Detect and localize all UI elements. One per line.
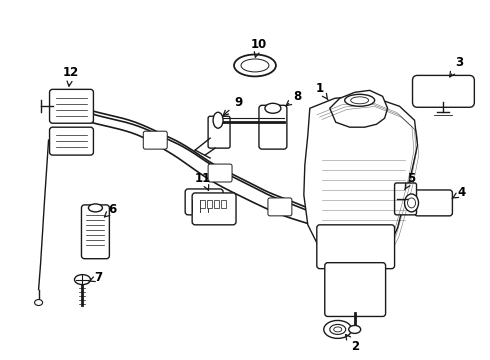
- Text: 7: 7: [89, 271, 102, 284]
- FancyBboxPatch shape: [143, 131, 167, 149]
- Ellipse shape: [334, 327, 342, 332]
- Text: 8: 8: [286, 90, 302, 106]
- FancyBboxPatch shape: [208, 116, 230, 148]
- FancyBboxPatch shape: [214, 200, 219, 208]
- Ellipse shape: [241, 59, 269, 72]
- Ellipse shape: [330, 324, 346, 334]
- Text: 3: 3: [450, 56, 464, 77]
- FancyBboxPatch shape: [49, 89, 94, 123]
- Polygon shape: [330, 90, 388, 127]
- FancyBboxPatch shape: [49, 127, 94, 155]
- Ellipse shape: [35, 300, 43, 306]
- Ellipse shape: [345, 94, 375, 106]
- FancyBboxPatch shape: [415, 190, 452, 216]
- Ellipse shape: [351, 97, 368, 104]
- Text: 6: 6: [104, 203, 117, 217]
- Ellipse shape: [324, 320, 352, 338]
- FancyBboxPatch shape: [325, 263, 386, 316]
- Ellipse shape: [74, 275, 91, 285]
- Ellipse shape: [349, 325, 361, 333]
- Text: 4: 4: [452, 186, 466, 199]
- FancyBboxPatch shape: [185, 189, 223, 215]
- FancyBboxPatch shape: [192, 193, 236, 225]
- FancyBboxPatch shape: [207, 200, 212, 208]
- FancyBboxPatch shape: [200, 200, 205, 208]
- FancyBboxPatch shape: [268, 198, 292, 216]
- FancyBboxPatch shape: [394, 183, 416, 215]
- Ellipse shape: [213, 112, 223, 128]
- Text: 1: 1: [316, 82, 328, 100]
- Text: 5: 5: [405, 171, 416, 190]
- Text: 12: 12: [62, 66, 78, 86]
- FancyBboxPatch shape: [259, 105, 287, 149]
- Ellipse shape: [408, 198, 416, 208]
- Ellipse shape: [89, 204, 102, 212]
- Text: 10: 10: [251, 38, 267, 57]
- Polygon shape: [304, 95, 417, 268]
- FancyBboxPatch shape: [413, 75, 474, 107]
- Ellipse shape: [234, 54, 276, 76]
- FancyBboxPatch shape: [317, 225, 394, 269]
- FancyBboxPatch shape: [221, 200, 226, 208]
- Text: 2: 2: [345, 334, 359, 353]
- Ellipse shape: [265, 103, 281, 113]
- Ellipse shape: [405, 194, 418, 212]
- Text: 9: 9: [223, 96, 242, 116]
- Text: 11: 11: [195, 171, 211, 190]
- FancyBboxPatch shape: [81, 205, 109, 259]
- FancyBboxPatch shape: [208, 164, 232, 182]
